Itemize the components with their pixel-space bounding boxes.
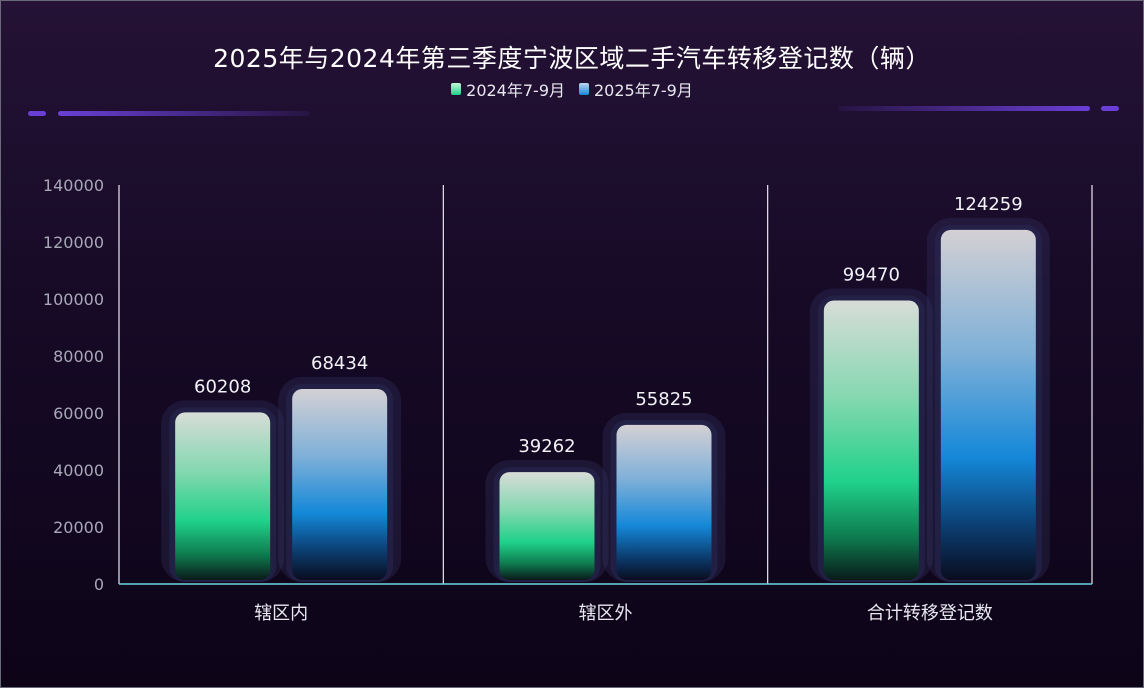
legend-swatch-2024 — [451, 83, 462, 95]
bar-2025-group[interactable]: 124259 — [926, 194, 1050, 582]
legend-swatch-2025 — [579, 83, 589, 95]
legend-label-2025: 2025年7-9月 — [594, 81, 693, 100]
bar-2024-group[interactable]: 60208 — [161, 376, 285, 582]
chart-title: 2025年与2024年第三季度宁波区域二手汽车转移登记数（辆） — [213, 44, 931, 73]
x-category-label: 辖区外 — [579, 603, 633, 624]
y-tick-label: 40000 — [53, 461, 104, 480]
decor-line-right-long — [838, 106, 1090, 111]
legend-item-2025[interactable]: 2025年7-9月 — [579, 77, 693, 101]
bar-2025[interactable] — [616, 424, 712, 580]
legend: 2024年7-9月 2025年7-9月 — [1, 77, 1143, 101]
legend-item-2024[interactable]: 2024年7-9月 — [451, 77, 565, 101]
bar-2025-group[interactable]: 55825 — [602, 389, 726, 582]
data-label: 60208 — [194, 376, 251, 397]
bar-2024[interactable] — [823, 300, 919, 580]
legend-label-2024: 2024年7-9月 — [466, 81, 565, 100]
y-tick-label: 0 — [94, 575, 104, 594]
bar-2025-group[interactable]: 68434 — [278, 353, 402, 582]
data-label: 39262 — [518, 436, 575, 457]
x-category-label: 合计转移登记数 — [867, 603, 993, 624]
data-label: 99470 — [843, 265, 900, 286]
y-tick-label: 120000 — [43, 233, 104, 252]
data-label: 68434 — [311, 353, 368, 374]
bar-2024[interactable] — [499, 472, 595, 580]
decor-line-left-long — [58, 111, 310, 116]
data-label: 55825 — [635, 389, 692, 410]
bar-2024-group[interactable]: 39262 — [485, 436, 609, 582]
y-tick-label: 100000 — [43, 290, 104, 309]
data-label: 124259 — [954, 194, 1023, 215]
y-tick-label: 80000 — [53, 347, 104, 366]
bar-2025[interactable] — [292, 388, 388, 580]
decor-line-left-short — [28, 111, 46, 116]
y-tick-label: 60000 — [53, 404, 104, 423]
x-category-label: 辖区内 — [254, 603, 308, 624]
bar-2025[interactable] — [940, 229, 1036, 580]
y-tick-label: 20000 — [53, 518, 104, 537]
bar-2024-group[interactable]: 99470 — [809, 265, 933, 582]
y-tick-label: 140000 — [43, 176, 104, 195]
decor-line-right-short — [1101, 106, 1119, 111]
bar-2024[interactable] — [175, 412, 271, 580]
